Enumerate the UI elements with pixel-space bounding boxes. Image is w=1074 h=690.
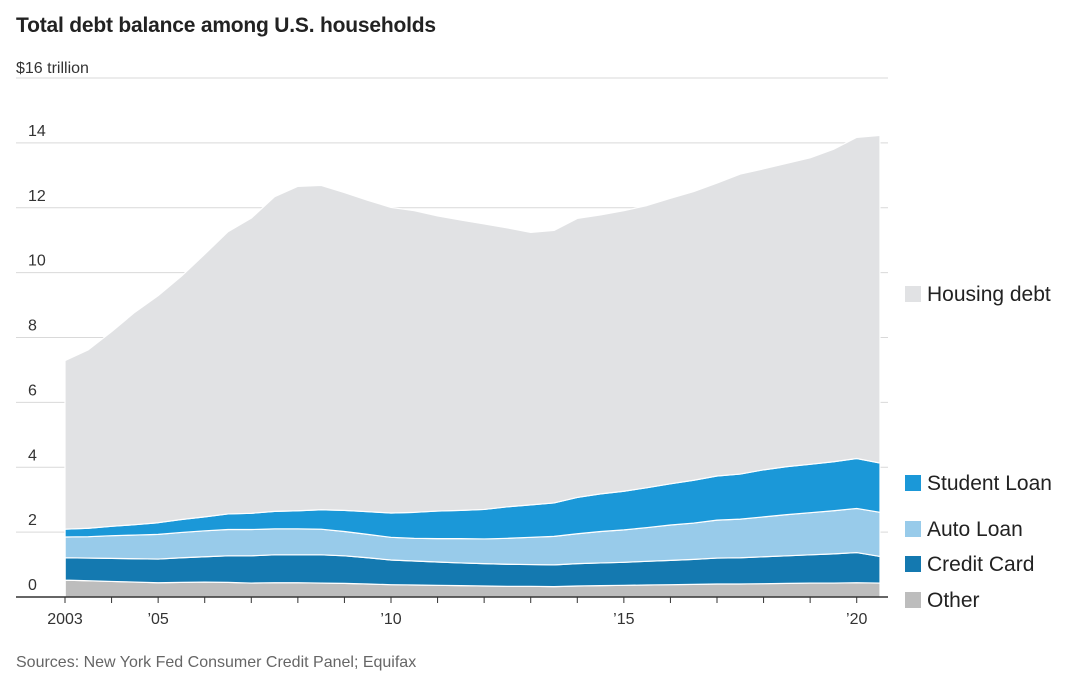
x-tick-label-2020: ’20: [846, 611, 867, 628]
legend-label-credit-card: Credit Card: [927, 553, 1034, 576]
legend-label-other: Other: [927, 589, 980, 612]
y-tick-label-8: 8: [28, 318, 37, 335]
legend-swatch-housing-debt: [905, 286, 921, 302]
legend-swatch-auto-loan: [905, 521, 921, 537]
legend-label-auto-loan: Auto Loan: [927, 518, 1023, 541]
x-tick-label-2005: ’05: [147, 611, 168, 628]
legend-label-housing-debt: Housing debt: [927, 283, 1051, 306]
legend-label-student-loan: Student Loan: [927, 472, 1052, 495]
y-tick-label-12: 12: [28, 188, 46, 205]
axes: 0 2 4 6 8 10 12 14 2003 ’05 ’10 ’15 ’20: [16, 123, 888, 628]
x-tick-label-2003: 2003: [47, 611, 83, 628]
legend-swatch-student-loan: [905, 475, 921, 491]
area-series: [64, 134, 881, 598]
y-tick-label-0: 0: [28, 577, 37, 594]
y-tick-label-6: 6: [28, 382, 37, 399]
y-tick-label-4: 4: [28, 447, 37, 464]
y-tick-label-2: 2: [28, 512, 37, 529]
x-tick-label-2015: ’15: [613, 611, 634, 628]
y-tick-label-14: 14: [28, 123, 46, 140]
area-housing-debt: [64, 134, 881, 598]
legend: Housing debt Student Loan Auto Loan Credit …: [905, 283, 1052, 612]
legend-swatch-other: [905, 592, 921, 608]
legend-swatch-credit-card: [905, 556, 921, 572]
y-tick-label-10: 10: [28, 253, 46, 270]
y-axis-unit-label: $16 trillion: [16, 60, 89, 77]
source-note: Sources: New York Fed Consumer Credit Pa…: [16, 654, 417, 671]
chart-title: Total debt balance among U.S. households: [16, 14, 436, 37]
x-tick-label-2010: ’10: [380, 611, 401, 628]
